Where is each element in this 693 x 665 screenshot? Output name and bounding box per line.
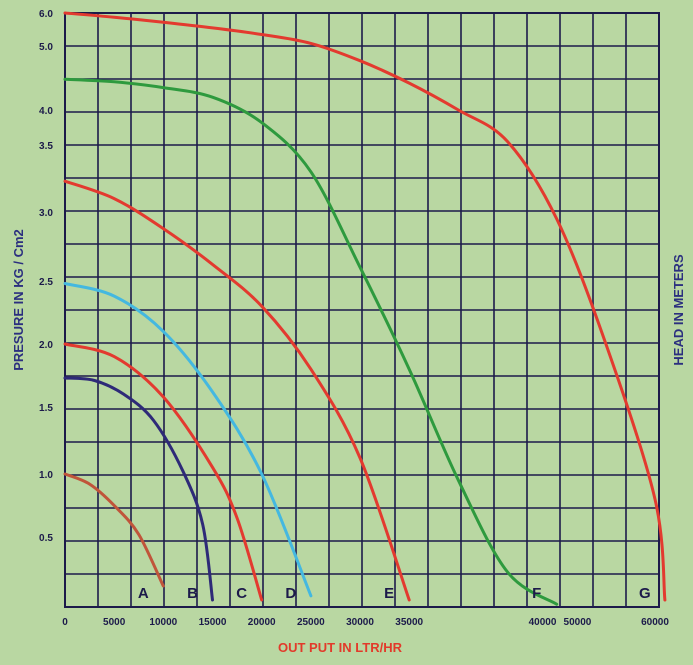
x-tick-label: 10000 (149, 617, 177, 628)
x-tick-label: 50000 (564, 617, 592, 628)
x-tick-label: 40000 (529, 617, 557, 628)
series-line-a (63, 472, 165, 588)
series-line-e (63, 179, 411, 602)
x-tick-label: 60000 (641, 617, 669, 628)
y-tick-label: 3.5 (39, 141, 53, 152)
series-line-g (63, 11, 667, 602)
curve-label-d: D (285, 585, 296, 602)
curve-label-f: F (532, 585, 541, 602)
y-axis-title: PRESURE IN KG / Cm2 (11, 229, 26, 371)
y-tick-label: 1.0 (39, 470, 53, 481)
curve-label-g: G (639, 585, 651, 602)
y-tick-label: 6.0 (39, 9, 53, 20)
right-axis-title: HEAD IN METERS (671, 254, 686, 366)
y-tick-label: 3.0 (39, 208, 53, 219)
series-line-d (63, 282, 313, 598)
x-tick-label: 0 (62, 617, 68, 628)
y-tick-label: 2.0 (39, 340, 53, 351)
curve-label-a: A (138, 585, 149, 602)
x-tick-label: 20000 (248, 617, 276, 628)
series-line-c (63, 342, 264, 602)
y-tick-label: 1.5 (39, 403, 53, 414)
y-tick-label: 0.5 (39, 533, 53, 544)
y-tick-label: 5.0 (39, 42, 53, 53)
series-line-f (63, 77, 559, 606)
curve-label-c: C (236, 585, 247, 602)
y-tick-label: 2.5 (39, 277, 53, 288)
series-line-b (63, 376, 214, 602)
curve-label-b: B (187, 585, 198, 602)
y-tick-label: 4.0 (39, 106, 53, 117)
x-axis-title: OUT PUT IN LTR/HR (278, 640, 403, 655)
x-tick-label: 5000 (103, 617, 126, 628)
x-tick-label: 15000 (199, 617, 227, 628)
x-tick-label: 30000 (346, 617, 374, 628)
curve-label-e: E (384, 585, 394, 602)
x-tick-label: 35000 (395, 617, 423, 628)
x-tick-label: 25000 (297, 617, 325, 628)
